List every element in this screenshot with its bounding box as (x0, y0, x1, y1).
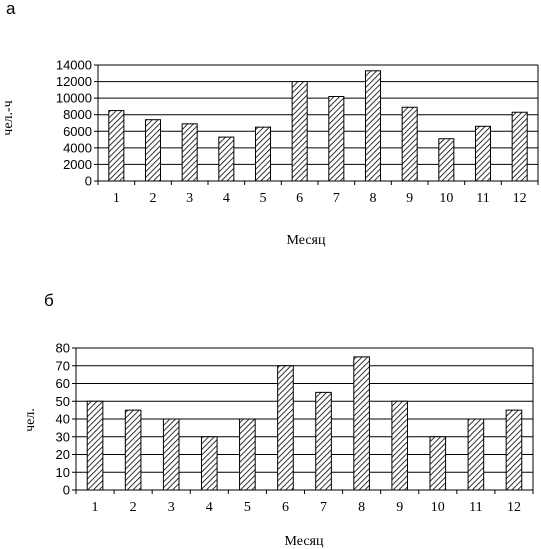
chart-b-ytick-label: 20 (56, 447, 70, 462)
chart-b-xtick-labels: 1 2 3 4 5 6 7 8 9 10 11 12 (92, 500, 521, 515)
chart-a-bars (108, 70, 528, 182)
chart-b-ylabel: чел. (23, 408, 38, 432)
chart-a-xtick-label: 11 (476, 191, 489, 206)
chart-a-panel-label: а (6, 0, 16, 18)
chart-a-bar (291, 81, 308, 182)
chart-a-xtick-label: 2 (150, 191, 157, 206)
chart-a-xtick-label: 8 (370, 191, 377, 206)
chart-a-xtick-label: 10 (439, 191, 453, 206)
chart-b-ytick-label: 80 (56, 341, 70, 356)
chart-a-bar (254, 126, 272, 182)
chart-b-xtick-label: 2 (130, 500, 137, 515)
chart-a-bar (511, 111, 528, 182)
chart-b-panel-label: б (44, 291, 54, 310)
chart-b-xtick-label: 6 (282, 500, 289, 515)
chart-a-xtick-label: 1 (113, 191, 120, 206)
chart-b-ytick-labels: 0 10 20 30 40 50 60 70 80 (56, 341, 70, 498)
chart-a-xtick-label: 12 (513, 191, 527, 206)
chart-a-xtick-label: 3 (186, 191, 193, 206)
chart-b-bar (505, 409, 523, 491)
chart-b-xtick-label: 4 (206, 500, 213, 515)
chart-b-ytick-label: 30 (56, 429, 70, 444)
chart-a-ytick-label: 14000 (56, 58, 92, 73)
chart-b-bar (124, 409, 142, 491)
chart-a-xtick-label: 4 (223, 191, 230, 206)
chart-a-ytick-label: 0 (85, 174, 92, 189)
chart-a-bar (218, 136, 235, 182)
chart-b-bar (391, 400, 409, 491)
chart-b-xtick-label: 9 (396, 500, 403, 515)
chart-a-ytick-label: 4000 (63, 140, 92, 155)
chart-b-ytick-label: 40 (56, 412, 70, 427)
chart-a-xlabel: Месяц (287, 233, 326, 248)
chart-b-bar (315, 391, 332, 491)
chart-b-ytick-label: 10 (56, 465, 70, 480)
chart-b-axes (72, 347, 534, 494)
chart-b-xtick-label: 3 (168, 500, 175, 515)
chart-b-gridlines (76, 347, 533, 473)
chart-b-bar (353, 356, 370, 491)
chart-a-xtick-label: 9 (406, 191, 413, 206)
chart-b-bar (200, 436, 218, 491)
chart-b-bar (467, 418, 485, 491)
chart-b-xtick-label: 8 (358, 500, 365, 515)
chart-b-ytick-label: 50 (56, 394, 70, 409)
chart-a-bar (364, 70, 382, 182)
chart-b-ytick-label: 70 (56, 358, 70, 373)
chart-a-axes (94, 64, 539, 185)
chart-b-bars (86, 356, 523, 491)
chart-a-bar (328, 95, 345, 182)
chart-b-bar (277, 365, 294, 491)
chart-a-ytick-label: 12000 (56, 74, 92, 89)
chart-a-bar (474, 125, 492, 182)
chart-a-xtick-labels: 1 2 3 4 5 6 7 8 9 10 11 12 (113, 191, 527, 206)
chart-a-xtick-label: 6 (296, 191, 303, 206)
chart-b-xtick-label: 5 (244, 500, 251, 515)
chart-a-gridlines (98, 64, 538, 165)
chart-a-bar (438, 138, 455, 182)
chart-b-bar (429, 436, 447, 491)
chart-b-bar (86, 400, 104, 491)
chart-b-xlabel: Месяц (285, 534, 324, 549)
chart-b-xtick-label: 7 (320, 500, 327, 515)
chart-a-ytick-label: 10000 (56, 91, 92, 106)
chart-b-ytick-label: 60 (56, 376, 70, 391)
chart-a-bar (108, 110, 125, 182)
chart-a-bar (144, 119, 162, 182)
chart-b-ytick-label: 0 (63, 483, 70, 498)
chart-a-bar (181, 123, 198, 182)
chart-a-ytick-label: 8000 (63, 107, 92, 122)
chart-b-bar (239, 418, 256, 491)
chart-a-xtick-label: 7 (333, 191, 340, 206)
chart-b-xtick-label: 10 (431, 500, 445, 515)
chart-b-xtick-label: 1 (92, 500, 99, 515)
chart-b-bar (162, 418, 180, 491)
chart-a-ylabel: чел.-ч (1, 100, 16, 135)
chart-b-xtick-label: 11 (469, 500, 482, 515)
chart-b-xtick-label: 12 (507, 500, 521, 515)
chart-a-ytick-label: 6000 (63, 124, 92, 139)
chart-a-bar (401, 106, 418, 182)
chart-a-xtick-label: 5 (260, 191, 267, 206)
chart-a-ytick-label: 2000 (63, 157, 92, 172)
